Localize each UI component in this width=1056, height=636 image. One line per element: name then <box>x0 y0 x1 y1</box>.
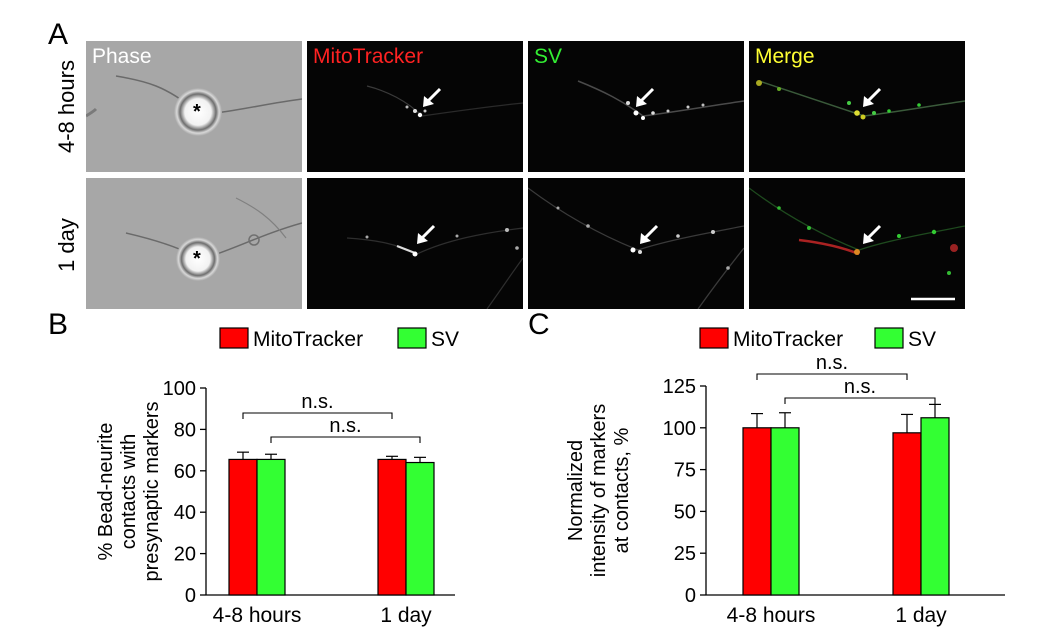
chart-b-xtick-label-1: 1 day <box>380 604 432 627</box>
chart-c-ytick-label-5: 125 <box>663 376 696 398</box>
chart-b-bracket-0 <box>242 412 393 419</box>
chart-c-bar-1-0 <box>892 432 922 596</box>
chart-b-xtick-label-0: 4-8 hours <box>213 604 302 627</box>
chart-b-legend-label-0: MitoTracker <box>253 328 363 351</box>
micro-merge-row2 <box>749 178 965 309</box>
chart-c-ylabel-line-2: at contacts, % <box>611 427 633 553</box>
chart-c-bar-0-1 <box>770 427 800 596</box>
channel-label-phase: Phase <box>92 45 152 68</box>
row-label-1-day: 1 day <box>54 218 79 272</box>
chart-c-bracket-0 <box>756 373 908 380</box>
micro-sv-row1: SV <box>528 41 744 172</box>
chart-b-bracket-1 <box>270 436 421 443</box>
chart-c-xtick-label-1: 1 day <box>895 604 947 627</box>
chart-c-ytick-label-3: 75 <box>674 460 696 482</box>
chart-b-legend-label-1: SV <box>431 328 459 351</box>
chart-c-legend-label-1: SV <box>908 328 936 351</box>
chart-b-legend-swatch-1 <box>397 327 427 349</box>
panel-letter-c: C <box>528 308 550 341</box>
micro-sv-row2 <box>528 178 744 309</box>
chart-c: MitoTracker SV 0 25 50 75 100 125 Normalizedinte… <box>565 327 1005 627</box>
chart-b-bar-1-0 <box>377 458 407 596</box>
chart-c-ylabel-line-1: intensity of markers <box>588 404 610 577</box>
phase-image-row1 <box>86 75 302 136</box>
chart-c-bracket-1 <box>784 397 936 404</box>
panel-letter-b: B <box>48 308 69 341</box>
chart-b-bar-0-1 <box>256 458 286 596</box>
sv-image-row2 <box>528 187 744 309</box>
chart-b-bar-0-0 <box>228 458 258 596</box>
channel-label-mitotracker: MitoTracker <box>313 45 424 68</box>
chart-c-annotation-1: n.s. <box>844 376 876 398</box>
micro-phase-row2: * <box>86 178 302 309</box>
chart-c-xtick-label-0: 4-8 hours <box>727 604 816 627</box>
chart-b-ytick-label-0: 0 <box>185 585 196 607</box>
micro-mitotracker-row2 <box>307 178 523 309</box>
chart-b-ylabel: % Bead-neuritecontacts withpresynaptic m… <box>95 401 163 581</box>
row-label-4-8-hours: 4-8 hours <box>54 60 79 153</box>
chart-c-bar-1-1 <box>920 417 950 596</box>
chart-b-ytick-label-2: 40 <box>174 502 196 524</box>
bead-marker-row2: * <box>193 248 201 270</box>
chart-c-ytick-label-2: 50 <box>674 501 696 523</box>
micro-phase-row1: Phase * <box>86 41 302 172</box>
panel-letter-a: A <box>48 18 69 51</box>
chart-c-annotation-0: n.s. <box>816 352 848 374</box>
micro-mitotracker-row1: MitoTracker <box>307 41 523 172</box>
merge-image-row2 <box>749 187 965 301</box>
bead-marker-row1: * <box>193 101 201 123</box>
chart-c-legend-label-0: MitoTracker <box>733 328 843 351</box>
chart-b-annotation-1: n.s. <box>329 415 361 437</box>
chart-b-ytick-label-1: 20 <box>174 544 196 566</box>
chart-b-ytick-label-4: 80 <box>174 419 196 441</box>
mitotracker-image-row2 <box>346 224 523 309</box>
mitotracker-image-row1 <box>366 85 523 118</box>
chart-c-ylabel: Normalizedintensity of markersat contact… <box>565 404 633 577</box>
chart-b-ytick-label-5: 100 <box>163 378 196 400</box>
chart-c-legend-swatch-1 <box>874 327 904 349</box>
phase-image-row2 <box>125 197 302 281</box>
micro-merge-row1: Merge <box>749 41 965 172</box>
merge-image-row1 <box>756 80 965 120</box>
chart-c-ylabel-line-0: Normalized <box>565 440 587 541</box>
channel-label-sv: SV <box>534 45 563 68</box>
chart-b-bar-1-1 <box>405 461 435 596</box>
chart-b-ytick-label-3: 60 <box>174 461 196 483</box>
chart-b-ylabel-line-2: presynaptic markers <box>141 401 163 581</box>
chart-c-legend-swatch-0 <box>699 327 729 349</box>
channel-label-merge: Merge <box>755 45 815 68</box>
chart-c-ytick-label-4: 100 <box>663 418 696 440</box>
chart-b-ylabel-line-1: contacts with <box>118 434 140 550</box>
chart-b-ylabel-line-0: % Bead-neurite <box>95 423 117 561</box>
chart-c-ytick-label-1: 25 <box>674 543 696 565</box>
chart-b-legend-swatch-0 <box>219 327 249 349</box>
chart-c-ytick-label-0: 0 <box>685 585 696 607</box>
sv-image-row1 <box>577 80 744 120</box>
chart-c-bar-0-0 <box>742 427 772 596</box>
chart-b-annotation-0: n.s. <box>301 391 333 413</box>
